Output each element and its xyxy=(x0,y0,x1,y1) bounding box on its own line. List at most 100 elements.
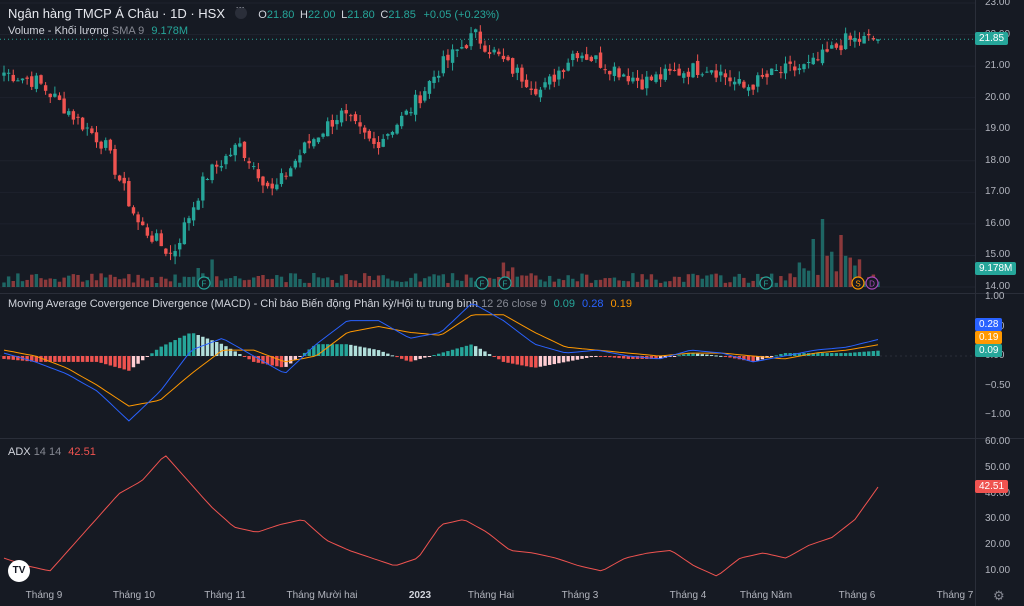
time-axis-label: Tháng 4 xyxy=(669,590,707,601)
candle-body xyxy=(797,68,802,70)
candle-body xyxy=(261,176,265,186)
macd-histogram-bar xyxy=(793,353,797,356)
candle-body xyxy=(265,182,270,187)
volume-bar xyxy=(756,273,760,287)
candle-body xyxy=(709,70,714,73)
macd-legend[interactable]: Moving Average Covergence Divergence (MA… xyxy=(8,298,632,310)
macd-histogram-bar xyxy=(131,356,136,368)
volume-bar xyxy=(256,275,261,287)
volume-bar xyxy=(441,274,446,287)
candle-body xyxy=(358,122,362,127)
volume-legend[interactable]: Volume - Khối lượng SMA 9 9.178M xyxy=(8,25,188,37)
macd-legend-hist: 0.09 xyxy=(553,298,575,310)
candle-body xyxy=(312,139,316,147)
price-axis-label: 17.00 xyxy=(985,186,1011,198)
candle-body xyxy=(43,85,48,91)
macd-histogram-bar xyxy=(228,348,233,356)
macd-histogram-bar xyxy=(390,355,395,357)
volume-bar xyxy=(284,282,288,287)
candle-body xyxy=(376,142,381,149)
candle-body xyxy=(589,56,593,61)
macd-histogram-bar xyxy=(67,356,71,362)
volume-bar xyxy=(339,275,344,287)
candle-body xyxy=(210,164,214,181)
time-axis-label: Tháng Mười hai xyxy=(286,590,358,601)
volume-bar xyxy=(612,277,617,287)
macd-histogram-bar xyxy=(16,356,20,361)
adx-line xyxy=(3,455,879,577)
volume-bar xyxy=(469,277,473,287)
candle-body xyxy=(483,45,487,52)
volume-bar xyxy=(265,279,270,287)
macd-histogram-bar xyxy=(335,344,339,356)
macd-histogram-bar xyxy=(760,356,765,360)
candle-body xyxy=(691,63,695,78)
macd-histogram-bar xyxy=(691,353,695,356)
candle-body xyxy=(349,115,353,117)
macd-histogram-bar xyxy=(515,356,520,365)
tradingview-logo[interactable]: TV xyxy=(8,560,30,582)
pane-divider-macd[interactable] xyxy=(0,293,1024,294)
macd-histogram-bar xyxy=(450,349,455,356)
macd-histogram-bar xyxy=(857,352,862,356)
candle-body xyxy=(339,110,344,123)
macd-histogram-bar xyxy=(547,356,552,365)
volume-bar xyxy=(307,282,311,287)
macd-histogram-bar xyxy=(386,353,390,356)
macd-histogram-bar xyxy=(164,344,168,356)
volume-bar xyxy=(460,280,464,287)
macd-histogram-bar xyxy=(436,353,441,356)
candle-body xyxy=(677,68,681,76)
macd-histogram-bar xyxy=(150,353,154,356)
macd-histogram-bar xyxy=(201,336,205,356)
volume-bar xyxy=(436,275,441,287)
candle-body xyxy=(635,77,640,81)
candle-body xyxy=(409,112,413,114)
macd-histogram-bar xyxy=(820,353,825,356)
more-options-icon[interactable] xyxy=(234,2,247,19)
macd-histogram-bar xyxy=(344,344,348,356)
macd-histogram-bar xyxy=(825,353,829,356)
volume-bar xyxy=(30,274,34,287)
macd-histogram-bar xyxy=(349,344,353,356)
volume-bar xyxy=(779,276,783,287)
volume-bar xyxy=(857,259,862,287)
volume-bar xyxy=(39,278,43,287)
macd-histogram-bar xyxy=(469,344,473,356)
macd-histogram-bar xyxy=(571,356,575,361)
macd-histogram-bar xyxy=(677,355,681,357)
volume-bar xyxy=(464,274,469,287)
volume-bar xyxy=(816,274,820,287)
macd-histogram-bar xyxy=(53,356,57,362)
macd-histogram-bar xyxy=(367,348,372,356)
pane-divider-adx[interactable] xyxy=(0,438,1024,439)
macd-histogram-bar xyxy=(141,356,145,361)
macd-histogram-bar xyxy=(205,338,210,356)
macd-histogram-bar xyxy=(635,356,640,359)
candle-body xyxy=(640,79,644,90)
candle-body xyxy=(529,88,533,90)
volume-bar xyxy=(691,273,695,287)
macd-histogram-bar xyxy=(265,356,270,365)
adx-axis-label: 10.00 xyxy=(985,565,1011,576)
candle-body xyxy=(150,235,154,242)
candle-body xyxy=(802,64,806,70)
symbol-title[interactable]: Ngân hàng TMCP Á Châu · 1D · HSX xyxy=(8,6,226,21)
adx-axis-label: 20.00 xyxy=(985,539,1011,551)
volume-bar xyxy=(228,278,233,287)
adx-legend[interactable]: ADX 14 14 42.51 xyxy=(8,446,96,458)
candle-body xyxy=(16,80,20,82)
volume-bar xyxy=(178,282,182,287)
macd-histogram-bar xyxy=(85,356,89,362)
candle-body xyxy=(732,81,737,85)
candle-body xyxy=(682,73,686,78)
macd-histogram-bar xyxy=(834,353,839,356)
candle-body xyxy=(344,110,348,114)
candle-body xyxy=(108,139,113,151)
gear-icon[interactable]: ⚙ xyxy=(993,588,1005,603)
volume-bar xyxy=(640,274,644,287)
candle-body xyxy=(584,54,589,60)
candle-body xyxy=(608,70,612,75)
macd-histogram-bar xyxy=(686,353,691,356)
